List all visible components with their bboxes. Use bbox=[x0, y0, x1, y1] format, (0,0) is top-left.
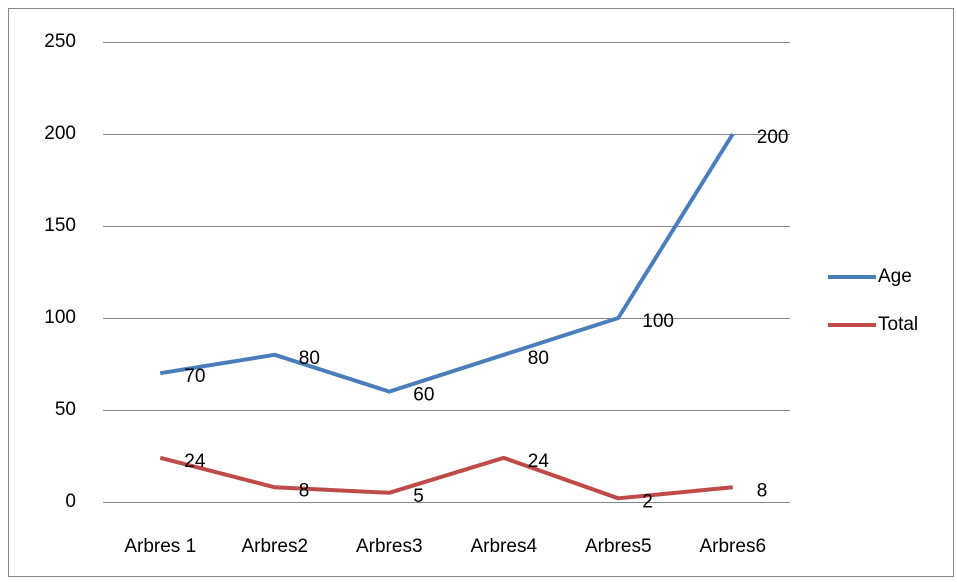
legend-label: Total bbox=[878, 314, 918, 335]
data-label: 80 bbox=[528, 348, 549, 369]
legend-label: Age bbox=[878, 266, 912, 287]
series-line bbox=[159, 132, 735, 394]
y-tick-label: 200 bbox=[44, 123, 76, 144]
x-tick-label: Arbres3 bbox=[356, 536, 423, 557]
data-label: 24 bbox=[184, 451, 206, 472]
data-label: 100 bbox=[642, 311, 674, 332]
y-tick-label: 150 bbox=[44, 215, 76, 236]
data-label: 2 bbox=[642, 491, 653, 512]
y-tick-label: 0 bbox=[65, 491, 76, 512]
data-label: 8 bbox=[299, 480, 310, 501]
data-label: 5 bbox=[413, 486, 424, 507]
x-tick-label: Arbres5 bbox=[585, 536, 652, 557]
series-line bbox=[159, 455, 733, 501]
x-tick-label: Arbres6 bbox=[699, 536, 766, 557]
chart-border bbox=[8, 8, 954, 577]
y-tick-label: 100 bbox=[44, 307, 76, 328]
data-label: 24 bbox=[528, 451, 550, 472]
y-tick-label: 50 bbox=[55, 399, 76, 420]
data-label: 60 bbox=[413, 385, 434, 406]
x-tick-label: Arbres 1 bbox=[124, 536, 196, 557]
x-tick-label: Arbres4 bbox=[470, 536, 537, 557]
x-tick-label: Arbres2 bbox=[241, 536, 308, 557]
data-label: 8 bbox=[757, 480, 768, 501]
data-label: 200 bbox=[757, 127, 789, 148]
y-tick-label: 250 bbox=[44, 31, 76, 52]
data-label: 80 bbox=[299, 348, 320, 369]
data-label: 70 bbox=[184, 366, 205, 387]
